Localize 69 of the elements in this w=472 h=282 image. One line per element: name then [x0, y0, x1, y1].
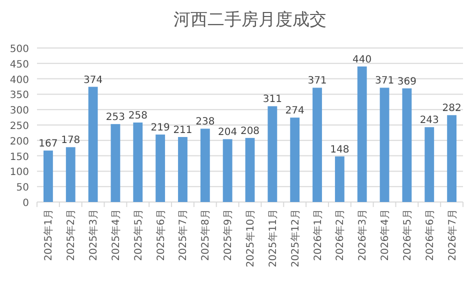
bar [402, 88, 412, 202]
y-tick-label: 400 [10, 74, 29, 86]
x-tick-label: 2026年6月 [424, 209, 436, 261]
x-tick-label: 2026年1月 [312, 209, 324, 261]
x-tick-label: 2025年5月 [132, 209, 144, 261]
data-label: 178 [61, 135, 80, 146]
x-tick-label: 2025年7月 [177, 209, 190, 261]
x-tick-label: 2026年5月 [401, 209, 414, 261]
x-tick-label: 2025年4月 [110, 209, 122, 261]
data-label: 238 [196, 116, 215, 128]
data-label: 167 [38, 138, 58, 150]
y-tick-label: 250 [10, 121, 29, 132]
data-label: 374 [84, 74, 103, 86]
bar [424, 127, 434, 202]
x-tick-label: 2025年12月 [289, 209, 302, 268]
x-tick-label: 2025年8月 [200, 209, 212, 261]
y-tick-label: 0 [22, 198, 29, 209]
data-label: 440 [352, 54, 372, 66]
x-tick-label: 2025年3月 [88, 209, 100, 261]
x-tick-label: 2025年9月 [222, 209, 234, 261]
data-label: 219 [150, 122, 170, 134]
y-tick-label: 100 [10, 167, 29, 178]
bar [66, 147, 76, 202]
x-tick-label: 2025年2月 [65, 209, 78, 261]
data-label: 371 [374, 76, 394, 87]
data-label: 282 [442, 103, 462, 114]
bar [334, 156, 344, 202]
x-tick-label: 2025年11月 [266, 209, 279, 268]
bar [222, 139, 232, 202]
data-label: 148 [330, 144, 350, 156]
x-tick-label: 2025年10月 [244, 209, 256, 268]
y-tick-label: 150 [10, 152, 29, 163]
bar [268, 106, 278, 202]
x-tick-label: 2026年3月 [356, 209, 369, 261]
bar [88, 86, 98, 202]
bar [290, 118, 300, 202]
data-label: 243 [420, 115, 439, 126]
bar [133, 122, 143, 202]
y-tick-label: 300 [10, 106, 29, 117]
bar [312, 88, 322, 202]
bar [44, 150, 53, 202]
bar [357, 66, 367, 202]
data-label: 204 [218, 127, 238, 138]
data-label: 258 [128, 110, 148, 122]
data-label: 208 [240, 126, 260, 137]
y-tick-label: 500 [10, 44, 29, 55]
data-label: 211 [173, 125, 192, 136]
bar [447, 115, 456, 202]
data-label: 253 [106, 112, 126, 124]
y-tick-label: 450 [10, 59, 29, 70]
bar [380, 88, 390, 202]
y-tick-label: 50 [16, 182, 29, 194]
x-tick-label: 2026年7月 [446, 209, 458, 261]
bar [200, 128, 210, 202]
y-tick-label: 350 [10, 90, 29, 102]
data-label: 369 [397, 76, 416, 88]
bar [245, 138, 255, 202]
x-tick-label: 2026年2月 [334, 209, 346, 261]
bar [110, 124, 120, 202]
bar [178, 137, 188, 202]
x-tick-label: 2025年6月 [154, 209, 167, 261]
bar [156, 134, 166, 202]
data-label: 371 [308, 76, 327, 87]
y-tick-label: 200 [10, 136, 29, 148]
x-tick-label: 2026年4月 [379, 209, 392, 261]
data-label: 274 [285, 106, 304, 117]
x-tick-label: 2025年1月 [42, 209, 55, 261]
chart-title: 河西二手房月度成交 [174, 10, 326, 30]
data-label: 311 [262, 94, 282, 106]
